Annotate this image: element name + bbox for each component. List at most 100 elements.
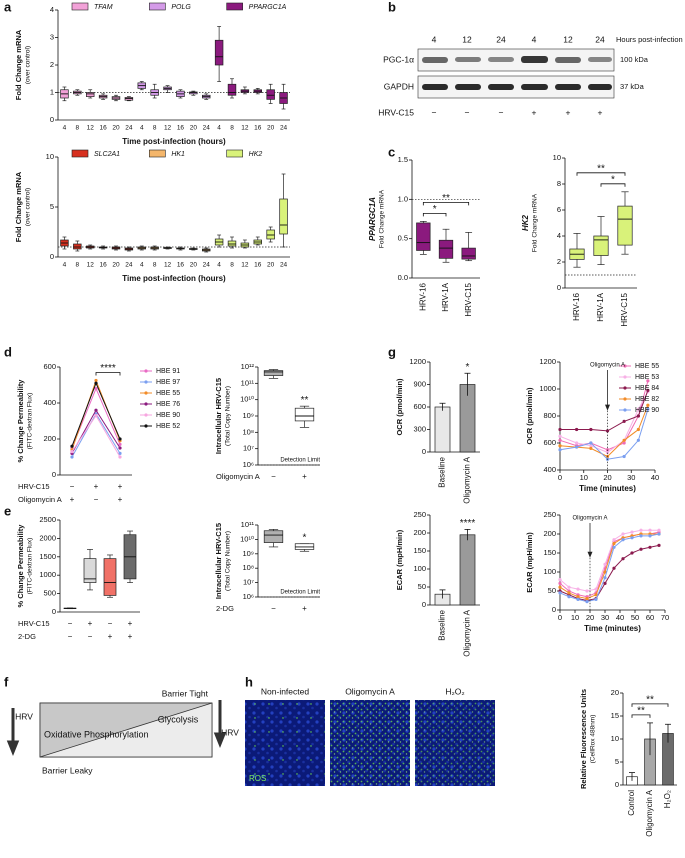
y-tick-label: 10⁷ (243, 444, 254, 453)
lane-hour: 12 (563, 34, 573, 44)
y-tick-label: 10 (553, 153, 561, 162)
diagram-text: Oxidative Phosphorylation (44, 729, 149, 739)
y-tick-label: 50 (548, 586, 556, 595)
condition-sign: + (302, 472, 307, 481)
image-title: H₂O₂ (445, 686, 464, 696)
box (214, 39, 224, 66)
condition-sign: + (118, 482, 123, 491)
legend-label: HBE 97 (156, 379, 180, 386)
significance: * (303, 532, 307, 543)
y-axis-label: (over control) (25, 188, 32, 226)
x-tick-label: 8 (230, 125, 234, 132)
legend-label: POLG (171, 4, 191, 11)
x-tick-label: 20 (190, 125, 198, 132)
y-axis-label: % Change Permeability (16, 379, 25, 463)
sign: + (532, 107, 537, 117)
x-tick-label: 30 (627, 473, 635, 482)
point (558, 438, 562, 442)
condition-sign: + (70, 495, 75, 504)
point (648, 534, 652, 538)
x-tick-label: 4 (63, 125, 67, 132)
box (617, 205, 633, 246)
y-tick-label: 10⁸ (242, 563, 254, 572)
x-tick-label: HRV-1A (441, 282, 450, 311)
y-tick-label: 0 (557, 283, 561, 292)
x-tick-label: 16 (99, 262, 107, 269)
x-tick-label: 20 (190, 262, 198, 269)
line (71, 412, 121, 458)
y-tick-label: 10¹¹ (241, 520, 255, 529)
box (438, 239, 454, 259)
significance: ** (646, 695, 654, 706)
y-tick-label: 300 (413, 424, 426, 433)
y-axis-label: Intracellular HRV-C15 (214, 378, 223, 454)
diagram-text: Barrier Tight (162, 688, 209, 698)
box (279, 198, 288, 235)
condition-sign: + (118, 495, 123, 504)
sign: + (598, 107, 603, 117)
y-tick-label: 1000 (39, 570, 56, 579)
point (636, 427, 640, 432)
point (576, 595, 580, 599)
bracket (576, 172, 626, 176)
blot-size: 37 kDa (620, 82, 645, 91)
panel-label: d (4, 344, 12, 359)
point (558, 585, 562, 589)
x-tick-label: HRV-1A (596, 292, 605, 321)
x-axis-label: Time post-infection (hours) (122, 274, 226, 283)
x-tick-label: 12 (164, 262, 172, 269)
legend-swatch (623, 397, 627, 401)
legend-label: HBE 82 (635, 396, 659, 403)
legend-swatch (623, 375, 627, 379)
y-tick-label: 0 (615, 780, 619, 789)
y-tick-label: 100 (543, 567, 556, 576)
bracket (600, 183, 626, 187)
box (266, 229, 275, 240)
point (575, 441, 579, 445)
point (558, 581, 562, 586)
divider (39, 702, 213, 758)
blot-row: GAPDH (384, 81, 414, 91)
lane-hour: 12 (462, 34, 472, 44)
x-tick-label: 20 (267, 125, 275, 132)
x-tick-label: 40 (651, 473, 659, 482)
point (646, 388, 650, 392)
significance: **** (460, 518, 476, 529)
legend-swatch (71, 149, 89, 158)
x-tick-label: 4 (140, 262, 144, 269)
point (585, 600, 589, 604)
bracket (422, 212, 447, 217)
point (630, 551, 634, 555)
point (630, 530, 634, 534)
y-tick-label: 1000 (539, 384, 556, 393)
bar (459, 534, 476, 606)
point (630, 536, 634, 540)
line (559, 529, 659, 592)
x-tick-label: 24 (125, 262, 133, 269)
y-axis-label: (FITC-dextran Flux) (27, 538, 34, 595)
x-tick-label: 4 (217, 125, 221, 132)
x-tick-label: 10 (580, 473, 588, 482)
y-tick-label: 50 (418, 582, 426, 591)
y-tick-label: 0 (422, 600, 426, 609)
point (603, 562, 607, 567)
point (94, 381, 98, 385)
condition-sign: − (271, 604, 276, 613)
point (70, 450, 74, 454)
point (585, 597, 589, 601)
x-tick-label: 12 (241, 125, 249, 132)
y-tick-label: 10¹⁰ (240, 395, 254, 404)
x-tick-label: 24 (203, 262, 211, 269)
x-axis-label: Time (minutes) (579, 484, 636, 493)
y-tick-label: 200 (543, 529, 556, 538)
legend-swatch (144, 413, 148, 417)
condition-sign: + (128, 632, 133, 641)
point (621, 538, 625, 542)
y-tick-label: 10⁷ (243, 578, 254, 587)
line (559, 531, 660, 598)
point (657, 532, 661, 536)
point (594, 593, 598, 597)
y-tick-label: 10¹¹ (241, 378, 255, 387)
point (612, 541, 616, 546)
x-tick-label: 12 (164, 125, 172, 132)
